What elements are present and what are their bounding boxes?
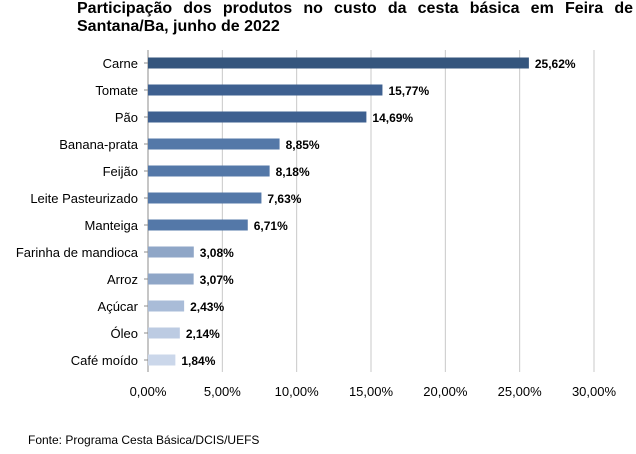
bar [148,219,248,231]
value-label: 25,62% [535,57,576,71]
category-label: Tomate [95,83,138,98]
source-note: Fonte: Programa Cesta Básica/DCIS/UEFS [28,433,260,447]
category-label: Açúcar [98,299,139,314]
value-label: 6,71% [254,219,288,233]
bar [148,57,529,69]
value-label: 3,07% [200,273,234,287]
value-label: 1,84% [181,354,215,368]
bar [148,273,194,285]
x-tick-label: 25,00% [498,384,543,399]
category-label: Banana-prata [59,137,139,152]
bar [148,246,194,258]
value-label: 2,43% [190,300,224,314]
bar [148,138,280,150]
bar [148,111,367,123]
x-tick-label: 5,00% [204,384,241,399]
value-label: 8,18% [276,165,310,179]
category-label: Arroz [107,272,138,287]
x-tick-label: 20,00% [423,384,468,399]
category-label: Leite Pasteurizado [30,191,138,206]
chart-title-line-2: Santana/Ba, junho de 2022 [77,18,280,35]
bar [148,300,185,312]
x-tick-label: 10,00% [275,384,320,399]
bar [148,327,180,339]
x-tick-label: 0,00% [130,384,167,399]
value-label: 15,77% [388,84,429,98]
bar [148,165,270,177]
bar [148,84,383,96]
category-label: Feijão [103,164,138,179]
value-label: 7,63% [267,192,301,206]
value-label: 14,69% [372,111,413,125]
x-tick-label: 15,00% [349,384,394,399]
category-label: Farinha de mandioca [16,245,139,260]
chart-title-line-1: Participação dos produtos no custo da ce… [77,0,633,17]
category-label: Café moído [71,353,138,368]
value-label: 2,14% [186,327,220,341]
category-label: Pão [115,110,138,125]
bar [148,354,176,366]
value-label: 3,08% [200,246,234,260]
bar-chart: Carne 25,62% Tomate 15,77% Pão 14,69% Banana-p… [16,50,617,399]
category-label: Manteiga [85,218,139,233]
x-tick-label: 30,00% [572,384,617,399]
value-label: 8,85% [286,138,320,152]
category-label: Carne [103,56,138,71]
category-label: Óleo [111,326,138,341]
chart-title: Participação dos produtos no custo da ce… [77,0,633,36]
bar [148,192,262,204]
